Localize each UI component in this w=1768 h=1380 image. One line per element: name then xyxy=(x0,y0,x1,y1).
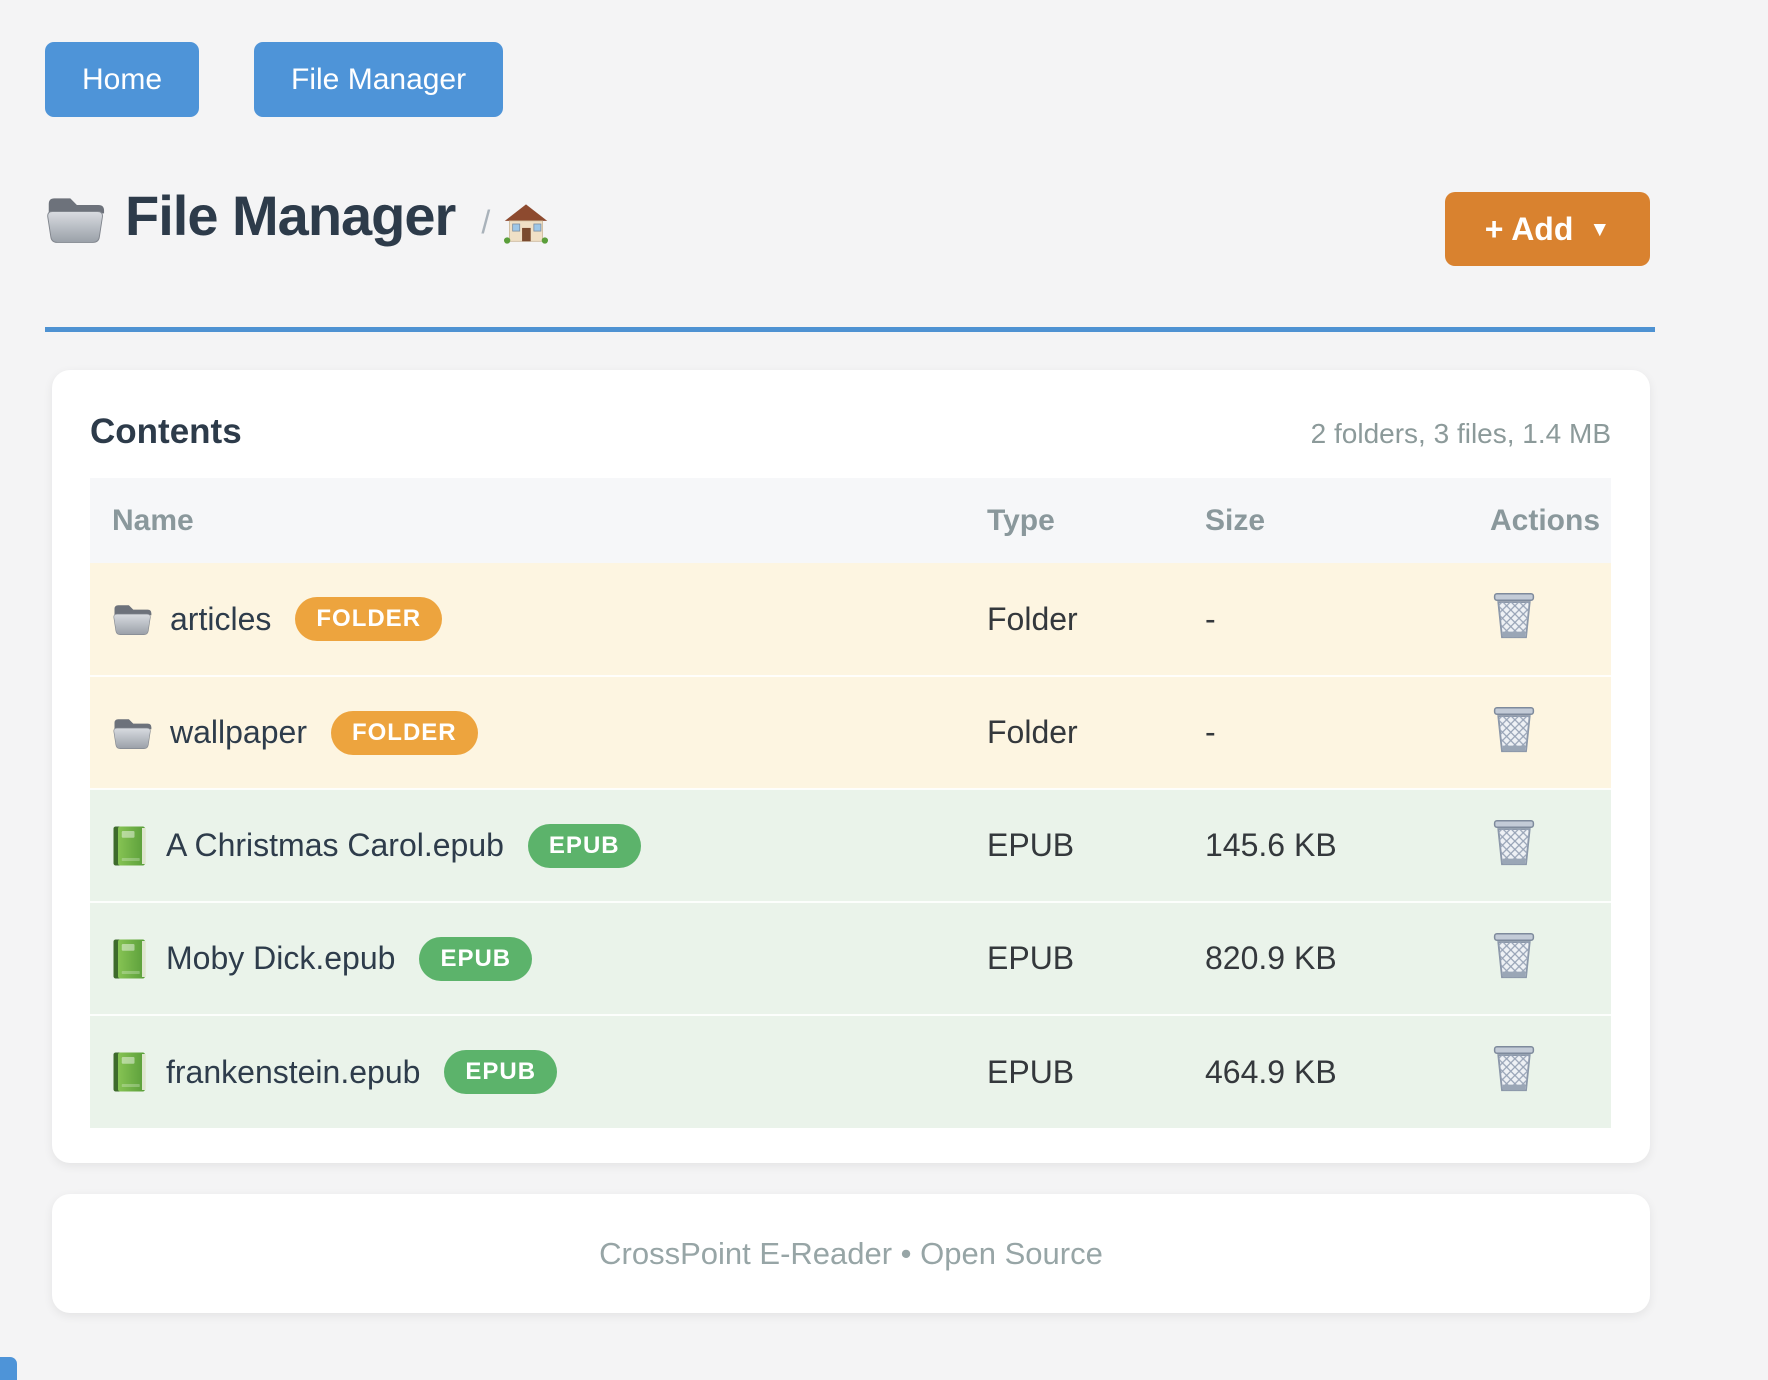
bottom-left-blue-fragment xyxy=(0,1357,17,1380)
table-row[interactable]: Moby Dick.epub EPUB EPUB 820.9 KB xyxy=(90,902,1611,1015)
green-book-icon xyxy=(113,939,146,978)
files-table: Name Type Size Actions articles FOLDER F… xyxy=(90,478,1611,1128)
type-badge: EPUB xyxy=(419,936,533,981)
size-cell: 464.9 KB xyxy=(1205,1053,1337,1090)
column-header-actions: Actions xyxy=(1420,478,1611,563)
add-button-label: + Add xyxy=(1484,210,1574,247)
table-row[interactable]: wallpaper FOLDER Folder - xyxy=(90,676,1611,789)
delete-button[interactable] xyxy=(1490,816,1538,868)
wastebasket-icon xyxy=(1493,706,1535,752)
footer-card: CrossPoint E-Reader • Open Source xyxy=(52,1194,1650,1313)
contents-card-header: Contents 2 folders, 3 files, 1.4 MB xyxy=(90,412,1611,456)
footer-text: CrossPoint E-Reader • Open Source xyxy=(599,1235,1103,1271)
table-row[interactable]: frankenstein.epub EPUB EPUB 464.9 KB xyxy=(90,1015,1611,1128)
type-cell: EPUB xyxy=(987,1053,1075,1090)
file-name-link[interactable]: articles xyxy=(170,600,272,637)
file-name-link[interactable]: Moby Dick.epub xyxy=(166,940,396,976)
wastebasket-icon xyxy=(1493,592,1535,639)
column-header-name: Name xyxy=(90,478,965,563)
type-badge: EPUB xyxy=(444,1050,558,1094)
page-title: File Manager xyxy=(125,184,456,247)
breadcrumb-separator: / xyxy=(481,204,491,240)
house-icon[interactable] xyxy=(504,203,549,245)
file-name-link[interactable]: frankenstein.epub xyxy=(166,1053,421,1090)
files-table-body: articles FOLDER Folder - wallpaper FOLDE… xyxy=(90,563,1611,1128)
wastebasket-icon xyxy=(1493,932,1535,978)
column-header-type: Type xyxy=(965,478,1183,563)
type-cell: Folder xyxy=(987,714,1078,750)
file-name-link[interactable]: A Christmas Carol.epub xyxy=(166,827,504,863)
wastebasket-icon xyxy=(1493,1045,1535,1092)
contents-heading: Contents xyxy=(90,412,242,451)
green-book-icon xyxy=(113,1052,146,1092)
top-nav: Home File Manager xyxy=(45,42,504,117)
green-book-icon xyxy=(113,826,146,865)
wastebasket-icon xyxy=(1493,819,1535,865)
header-divider xyxy=(45,327,1655,332)
contents-summary: 2 folders, 3 files, 1.4 MB xyxy=(1310,418,1611,449)
chevron-down-icon: ▼ xyxy=(1589,218,1611,241)
folder-icon xyxy=(113,604,152,635)
file-name-link[interactable]: wallpaper xyxy=(170,714,307,750)
type-cell: Folder xyxy=(987,600,1078,637)
column-header-size: Size xyxy=(1183,478,1420,563)
delete-button[interactable] xyxy=(1490,589,1538,641)
delete-button[interactable] xyxy=(1490,1042,1538,1094)
delete-button[interactable] xyxy=(1490,703,1538,755)
size-cell: 145.6 KB xyxy=(1205,827,1337,863)
nav-button-file-manager[interactable]: File Manager xyxy=(254,42,504,117)
type-cell: EPUB xyxy=(987,827,1075,863)
folder-icon xyxy=(113,718,152,749)
table-row[interactable]: articles FOLDER Folder - xyxy=(90,563,1611,676)
folder-icon xyxy=(47,197,105,243)
add-button[interactable]: + Add ▼ xyxy=(1445,192,1650,266)
delete-button[interactable] xyxy=(1490,929,1538,981)
nav-button-home[interactable]: Home xyxy=(45,42,200,117)
size-cell: 820.9 KB xyxy=(1205,940,1337,976)
type-badge: FOLDER xyxy=(295,597,443,641)
table-row[interactable]: A Christmas Carol.epub EPUB EPUB 145.6 K… xyxy=(90,789,1611,902)
type-badge: EPUB xyxy=(527,823,641,868)
type-cell: EPUB xyxy=(987,940,1075,976)
page-header: File Manager / xyxy=(45,183,549,248)
files-table-header: Name Type Size Actions xyxy=(90,478,1611,563)
contents-card: Contents 2 folders, 3 files, 1.4 MB Name… xyxy=(52,370,1650,1163)
type-badge: FOLDER xyxy=(330,710,478,755)
size-cell: - xyxy=(1205,600,1216,637)
size-cell: - xyxy=(1205,714,1216,750)
